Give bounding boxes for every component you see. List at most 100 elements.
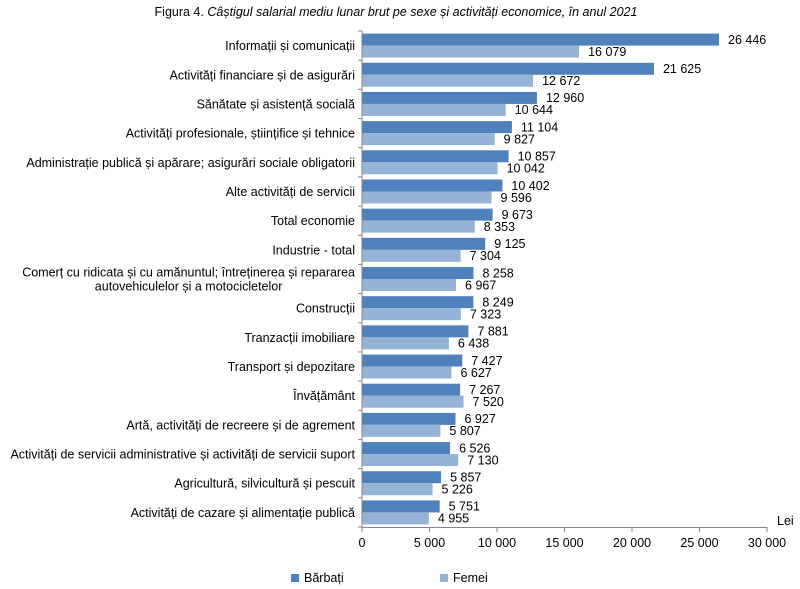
bar-barbati [362, 500, 440, 513]
bar-barbati [362, 237, 486, 250]
data-label-femei: 10 644 [515, 103, 553, 117]
bar-femei [362, 45, 580, 58]
data-label-barbati: 9 125 [494, 237, 525, 251]
data-label-femei: 16 079 [588, 45, 626, 59]
bar-barbati [362, 179, 503, 192]
x-tick-label: 5 000 [414, 536, 445, 550]
bar-barbati [362, 33, 720, 46]
data-label-femei: 8 353 [484, 220, 515, 234]
data-label-barbati: 7 881 [477, 325, 508, 339]
legend: Bărbați Femei [291, 571, 488, 585]
bar-barbati [362, 121, 512, 134]
category-label: Activități de cazare și alimentație publ… [131, 506, 355, 520]
data-label-femei: 7 520 [473, 395, 504, 409]
x-tick-label: 10 000 [478, 536, 516, 550]
legend-label-femei: Femei [453, 571, 488, 585]
x-tick-label: 20 000 [613, 536, 651, 550]
category-label: Transport și depozitare [228, 360, 355, 374]
category-label: Activități financiare și de asigurări [170, 68, 356, 82]
figure-label: Figura 4. [155, 5, 204, 19]
data-label-femei: 9 827 [504, 132, 535, 146]
category-label: Industrie - total [272, 243, 355, 257]
data-label-barbati: 10 402 [511, 179, 549, 193]
chart-title-text: Câștigul salarial mediu lunar brut pe se… [207, 5, 637, 19]
x-tick-label: 15 000 [545, 536, 583, 550]
bar-femei [362, 133, 495, 146]
category-label: Total economie [271, 214, 355, 228]
data-label-barbati: 21 625 [663, 62, 701, 76]
category-label: Administrație publică și apărare; asigur… [26, 156, 355, 170]
data-label-barbati: 8 249 [482, 295, 513, 309]
data-label-barbati: 6 927 [465, 412, 496, 426]
data-label-barbati: 9 673 [502, 208, 533, 222]
data-label-femei: 9 596 [501, 191, 532, 205]
legend-swatch-femei [440, 574, 448, 582]
bar-femei [362, 308, 461, 321]
category-label: Tranzacții imobiliare [244, 331, 355, 345]
bar-barbati [362, 471, 442, 484]
category-label: Artă, activități de recreere și de agrem… [126, 418, 355, 432]
data-label-barbati: 5 857 [450, 471, 481, 485]
data-label-femei: 12 672 [542, 74, 580, 88]
bar-barbati [362, 62, 654, 75]
bar-femei [362, 191, 492, 204]
category-label-line: autovehiculelor și a motocicletelor [95, 280, 283, 294]
category-label: Sănătate și asistență socială [197, 97, 355, 111]
x-tick-label: 0 [359, 536, 366, 550]
bar-femei [362, 512, 429, 525]
data-label-femei: 7 304 [470, 249, 501, 263]
category-label: Informații și comunicații [225, 39, 355, 53]
category-label: Activități de servicii administrative și… [10, 448, 355, 462]
bar-barbati [362, 412, 456, 425]
bar-barbati [362, 150, 509, 163]
bar-femei [362, 424, 441, 437]
data-label-femei: 6 967 [465, 278, 496, 292]
data-label-barbati: 6 526 [459, 441, 490, 455]
data-label-femei: 5 226 [442, 483, 473, 497]
bar-barbati [362, 383, 461, 396]
bar-femei [362, 162, 498, 175]
data-label-femei: 6 627 [460, 366, 491, 380]
data-label-barbati: 7 427 [471, 354, 502, 368]
bar-femei [362, 337, 449, 350]
category-label: Învățământ [292, 388, 355, 403]
category-label-line: Comerț cu ridicata și cu amănuntul; într… [22, 266, 355, 280]
x-axis-label: Lei [777, 514, 794, 528]
bar-barbati [362, 442, 451, 455]
data-label-barbati: 5 751 [449, 500, 480, 514]
bar-barbati [362, 296, 474, 309]
data-label-femei: 6 438 [458, 337, 489, 351]
bar-barbati [362, 354, 463, 367]
bar-femei [362, 220, 475, 233]
legend-label-barbati: Bărbați [304, 571, 344, 585]
data-label-femei: 10 042 [507, 162, 545, 176]
bar-barbati [362, 91, 537, 104]
bar-femei [362, 395, 464, 408]
data-label-femei: 5 807 [449, 424, 480, 438]
bar-barbati [362, 208, 493, 221]
chart-title: Figura 4. Câștigul salarial mediu lunar … [155, 5, 638, 19]
bar-barbati [362, 267, 474, 279]
category-label: Construcții [296, 302, 355, 316]
plot-area: 26 446 21 625 12 960 11 104 10 857 10 402 9 67… [10, 30, 786, 550]
bar-barbati [362, 325, 469, 338]
bar-femei [362, 366, 452, 379]
bar-femei [362, 249, 461, 262]
bar-femei [362, 74, 534, 87]
category-label: Agricultură, silvicultură și pescuit [174, 477, 355, 491]
category-label: Alte activități de servicii [226, 185, 355, 199]
bar-femei [362, 103, 506, 116]
data-label-femei: 7 323 [470, 307, 501, 321]
bar-femei [362, 454, 459, 467]
legend-swatch-barbati [291, 574, 299, 582]
category-label: Comerț cu ridicata și cu amănuntul; într… [22, 266, 355, 294]
x-tick-label: 30 000 [748, 536, 786, 550]
data-label-barbati: 7 267 [469, 383, 500, 397]
data-label-femei: 4 955 [438, 512, 469, 526]
x-tick-label: 25 000 [680, 536, 718, 550]
data-label-barbati: 10 857 [518, 150, 556, 164]
data-label-barbati: 12 960 [546, 91, 584, 105]
data-label-barbati: 11 104 [521, 120, 558, 134]
data-label-barbati: 8 258 [482, 266, 513, 280]
